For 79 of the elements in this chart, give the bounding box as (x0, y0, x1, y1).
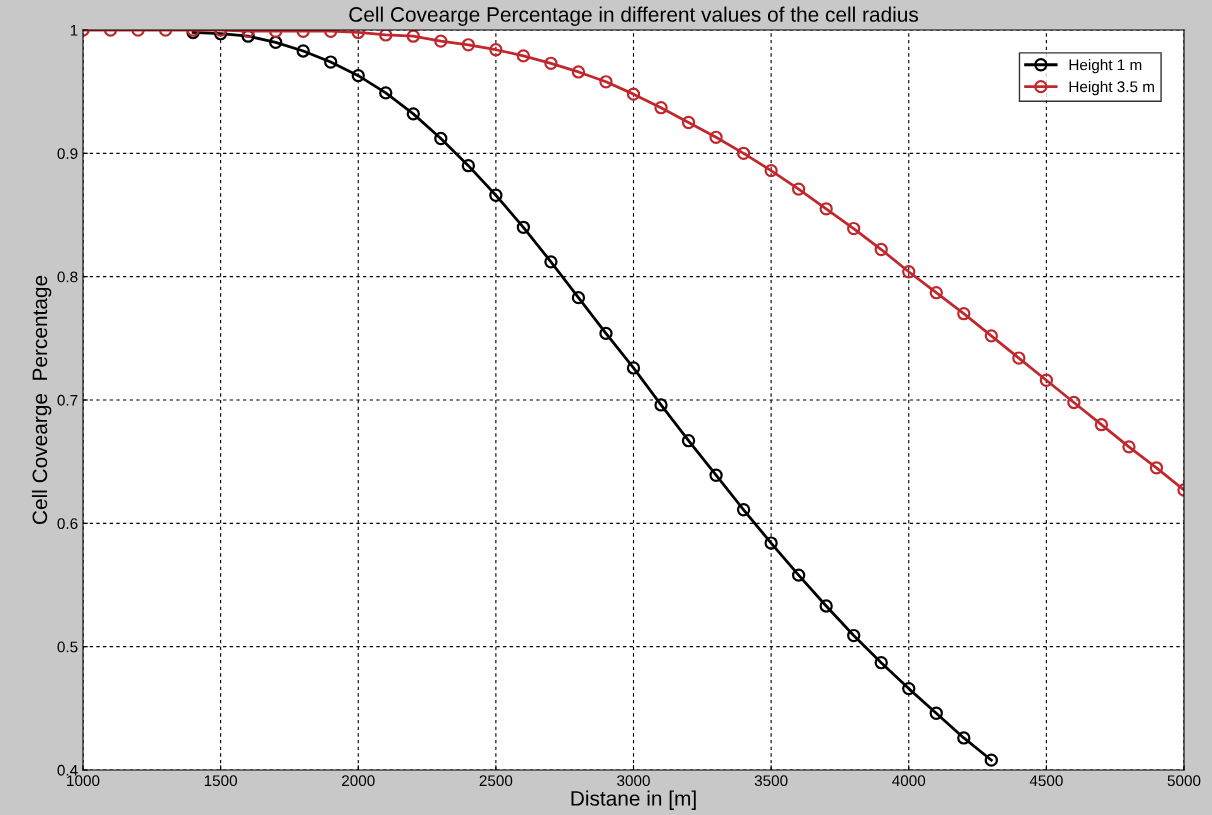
point (351, 68, 365, 83)
point (379, 30, 393, 42)
x-tick-label: 3500 (754, 775, 788, 787)
point (544, 255, 558, 269)
point (516, 220, 531, 234)
point (957, 731, 971, 745)
x-axis-title: Distane in [m] (571, 790, 696, 810)
point (571, 290, 586, 305)
x-tick-label: 4000 (892, 775, 926, 787)
point (269, 35, 283, 49)
point (791, 182, 806, 196)
point (626, 87, 641, 101)
y-tick-label: 0.5 (57, 641, 78, 653)
y-tick-label: 0.9 (57, 148, 78, 160)
point (489, 43, 503, 57)
point (1094, 418, 1109, 432)
y-tick-label: 0.8 (57, 271, 78, 283)
point (213, 30, 228, 41)
point (1122, 440, 1136, 454)
y-tick-label: 0.6 (57, 518, 78, 530)
point (819, 599, 833, 613)
point (791, 568, 806, 582)
chart-title: Cell Covearge Percentage in different values of the cell radius (349, 6, 919, 26)
point (957, 307, 971, 321)
y-tick-label: 0.4 (57, 764, 78, 776)
point (654, 398, 668, 412)
point (461, 159, 476, 173)
point (379, 86, 393, 100)
point (324, 55, 338, 69)
point (599, 75, 613, 89)
point (599, 326, 613, 341)
legend-label: Height 1 m (1069, 59, 1142, 74)
point (764, 536, 778, 550)
point (1149, 461, 1164, 475)
point (681, 434, 696, 448)
point (709, 468, 723, 482)
x-tick-label: 5000 (1167, 775, 1201, 787)
point (544, 56, 558, 70)
point (902, 681, 916, 696)
point (406, 30, 420, 43)
x-tick-label: 4500 (1029, 775, 1063, 787)
point (406, 107, 420, 121)
point (929, 706, 943, 720)
point (929, 286, 943, 300)
point (1067, 395, 1081, 410)
point (434, 34, 448, 48)
x-tick-label: 1000 (67, 775, 100, 787)
y-tick-label: 0.7 (57, 394, 78, 406)
legend-label: Height 3.5 m (1069, 80, 1154, 96)
point (571, 65, 586, 79)
point (489, 188, 503, 202)
x-tick-label: 2000 (342, 775, 375, 787)
point (1039, 373, 1054, 387)
point (847, 628, 861, 643)
y-axis-title: Cell Covearge Percentage (31, 275, 52, 525)
x-tick-label: 3000 (617, 775, 650, 787)
point (241, 30, 255, 43)
point (709, 130, 723, 144)
x-tick-label: 1500 (204, 775, 238, 787)
point (902, 265, 916, 279)
point (736, 146, 751, 160)
point (461, 38, 476, 52)
point (984, 329, 998, 343)
point (1012, 351, 1026, 365)
point (874, 242, 888, 257)
point (516, 49, 531, 63)
point (764, 163, 778, 178)
point (434, 131, 448, 146)
x-tick-label: 2500 (479, 775, 513, 787)
point (736, 503, 751, 517)
point (819, 202, 833, 216)
point (626, 361, 641, 375)
point (874, 656, 888, 670)
y-tick-label: 1 (70, 25, 78, 36)
point (296, 44, 310, 58)
point (681, 115, 696, 130)
point (847, 221, 861, 236)
point (984, 753, 998, 767)
point (654, 101, 668, 115)
